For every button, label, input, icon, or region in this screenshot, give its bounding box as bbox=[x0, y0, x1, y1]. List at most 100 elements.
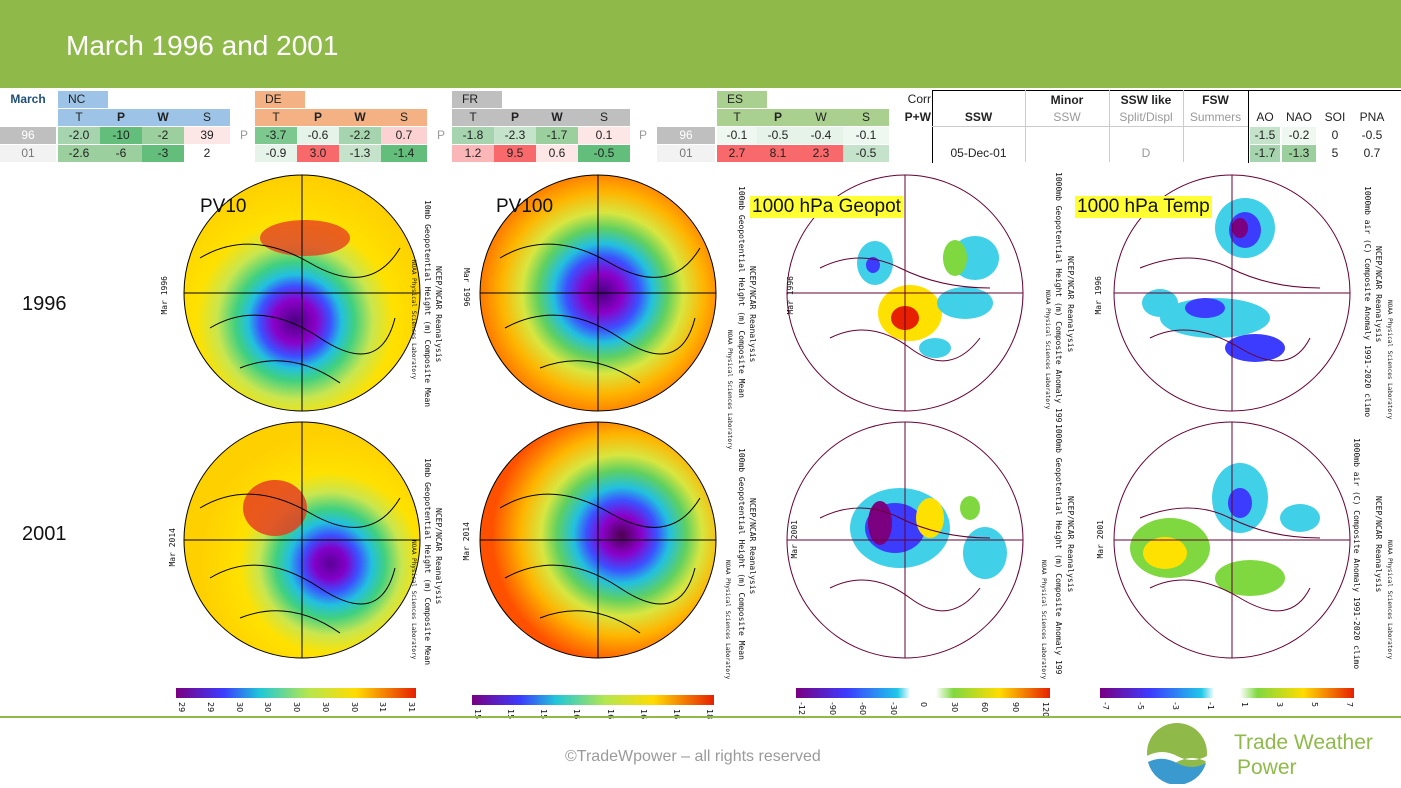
colorbar-pv100 bbox=[472, 695, 714, 705]
index-nao-header: NAO bbox=[1285, 110, 1312, 124]
colorbar-pv10-tick: 31 bbox=[378, 702, 388, 713]
map-pv100-1996 bbox=[479, 174, 717, 412]
map-pv10-1996 bbox=[183, 174, 421, 412]
region-es-header: ES bbox=[717, 91, 767, 108]
nao-96: -0.2 bbox=[1282, 127, 1316, 144]
map-pv100-2001 bbox=[479, 421, 717, 659]
lab-pv100-1996: NOAA Physical Sciences Laboratory bbox=[726, 330, 733, 450]
source-pv10-1996: NCEP/NCAR Reanalysis bbox=[434, 266, 443, 363]
fr-01-p: 9.5 bbox=[494, 145, 536, 162]
side-temp-1996: 1000mb air (C) Composite Anomaly 1991-20… bbox=[1363, 186, 1372, 418]
label-geopot: 1000 hPa Geopot bbox=[750, 196, 903, 218]
side-pv100-1996: 100mb Geopotential Height (m) Composite … bbox=[737, 186, 746, 398]
fr-col-p: P bbox=[494, 109, 536, 126]
de-96-s: 0.7 bbox=[381, 127, 427, 144]
fr-col-s: S bbox=[578, 109, 630, 126]
nc-col-p: P bbox=[100, 109, 142, 126]
date-geopot-1996: Mar 1996 bbox=[786, 276, 795, 315]
colorbar-pv10-tick: 30 bbox=[292, 702, 301, 713]
source-geopot-2001: NCEP/NCAR Reanalysis bbox=[1066, 496, 1075, 593]
es-96-p: -0.5 bbox=[757, 127, 799, 144]
fr-col-w: W bbox=[536, 109, 578, 126]
source-pv100-1996: NCEP/NCAR Reanalysis bbox=[748, 266, 757, 363]
ssw-like-sub-header: Split/Displ bbox=[1119, 110, 1173, 124]
colorbar-geopot-tick: -12 bbox=[797, 702, 806, 716]
colorbar-geopot-tick: 90 bbox=[1010, 702, 1020, 713]
side-pv100-2001: 100mb Geopotential Height (m) Composite … bbox=[737, 448, 746, 660]
es-01-t: 2.7 bbox=[717, 145, 757, 162]
fr-96-w: -1.7 bbox=[536, 127, 578, 144]
source-geopot-1996: NCEP/NCAR Reanalysis bbox=[1066, 256, 1075, 353]
es-96-s: -0.1 bbox=[843, 127, 889, 144]
copyright-text: ©TradeWpower – all rights reserved bbox=[565, 748, 821, 765]
de-01-s: -1.4 bbox=[381, 145, 427, 162]
pna-01: 0.7 bbox=[1363, 146, 1381, 160]
map-geopot-1996 bbox=[786, 174, 1024, 412]
side-pv10-2001: 10mb Geopotential Height (m) Composite M… bbox=[423, 458, 432, 666]
ssw-header: SSW bbox=[964, 110, 993, 124]
nc-01-p: -6 bbox=[100, 145, 142, 162]
side-geopot-1996: 1000mb Geopotential Height (m) Composite… bbox=[1054, 172, 1063, 422]
es-col-t: T bbox=[717, 109, 757, 126]
colorbar-geopot-tick: 120 bbox=[1041, 702, 1050, 718]
colorbar-pv10-tick: 29 bbox=[177, 702, 186, 713]
colorbar-temp-tick: 3 bbox=[1275, 702, 1285, 708]
p-marker-1: P bbox=[239, 128, 248, 142]
row-label-96: 96 bbox=[0, 127, 56, 144]
date-pv100-2001: Mar 2014 bbox=[462, 522, 471, 561]
ao-96: -1.5 bbox=[1250, 127, 1280, 144]
nc-col-s: S bbox=[184, 109, 230, 126]
pw-label: P+W bbox=[904, 110, 931, 124]
fr-96-s: 0.1 bbox=[578, 127, 630, 144]
minor-sub-header: SSW bbox=[1053, 110, 1081, 124]
side-temp-2001: 1000mb air (C) Composite Anomaly 1991-20… bbox=[1352, 438, 1361, 670]
date-temp-1996: Mar 1996 bbox=[1094, 276, 1103, 315]
index-pna-header: PNA bbox=[1359, 110, 1385, 124]
nc-col-w: W bbox=[142, 109, 184, 126]
colorbar-pv10-tick: 29 bbox=[205, 702, 215, 713]
p-marker-2: P bbox=[436, 128, 445, 142]
colorbar-pv10-tick: 30 bbox=[263, 702, 273, 713]
colorbar-pv10-tick: 30 bbox=[349, 702, 359, 713]
side-pv10-1996: 10mb Geopotential Height (m) Composite M… bbox=[423, 200, 432, 408]
map-temp-1996 bbox=[1113, 174, 1351, 412]
label-pv100: PV100 bbox=[496, 196, 554, 217]
de-96-p: -0.6 bbox=[297, 127, 339, 144]
es-01-s: -0.5 bbox=[843, 145, 889, 162]
trade-weather-power-logo-icon bbox=[1147, 723, 1207, 784]
header-banner: March 1996 and 2001 bbox=[0, 0, 1401, 88]
colorbar-pv10-tick: 31 bbox=[407, 702, 416, 713]
source-temp-1996: NCEP/NCAR Reanalysis bbox=[1374, 246, 1383, 343]
row-label-96-es: 96 bbox=[657, 127, 715, 144]
colorbar-temp-tick: -3 bbox=[1170, 702, 1180, 710]
de-96-w: -2.2 bbox=[339, 127, 381, 144]
colorbar-pv10-tick: 30 bbox=[234, 702, 244, 713]
de-col-w: W bbox=[339, 109, 381, 126]
row-label-01-es: 01 bbox=[657, 145, 715, 162]
colorbar-geopot-tick: -90 bbox=[827, 702, 837, 716]
colorbar-geopot-tick: -30 bbox=[888, 702, 898, 716]
es-col-s: S bbox=[843, 109, 889, 126]
fr-96-p: -2.3 bbox=[494, 127, 536, 144]
date-geopot-2001: Mar 2001 bbox=[790, 520, 799, 559]
label-temp: 1000 hPa Temp bbox=[1075, 196, 1212, 218]
page-title: March 1996 and 2001 bbox=[66, 30, 339, 61]
source-temp-2001: NCEP/NCAR Reanalysis bbox=[1374, 496, 1383, 593]
label-pv10: PV10 bbox=[200, 196, 247, 217]
es-01-w: 2.3 bbox=[799, 145, 843, 162]
soi-96: 0 bbox=[1331, 128, 1339, 142]
colorbar-geopot-tick: 60 bbox=[980, 702, 989, 713]
colorbar-temp-tick: -1 bbox=[1205, 702, 1215, 710]
month-label: March bbox=[10, 92, 46, 106]
fr-col-t: T bbox=[452, 109, 494, 126]
colorbar-temp-tick: 7 bbox=[1345, 702, 1354, 708]
year-label-2001: 2001 bbox=[22, 523, 67, 545]
de-col-p: P bbox=[297, 109, 339, 126]
lab-geopot-2001: NOAA Physical Sciences Laboratory bbox=[1040, 560, 1047, 680]
minor-header: Minor bbox=[1050, 93, 1084, 107]
lab-temp-2001: NOAA Physical Sciences Laboratory bbox=[1386, 540, 1393, 660]
nc-96-s: 39 bbox=[184, 127, 230, 144]
fr-01-s: -0.5 bbox=[578, 145, 630, 162]
date-pv10-2001: Mar 2014 bbox=[168, 528, 177, 567]
ssw-like-row2: D bbox=[1141, 146, 1151, 160]
